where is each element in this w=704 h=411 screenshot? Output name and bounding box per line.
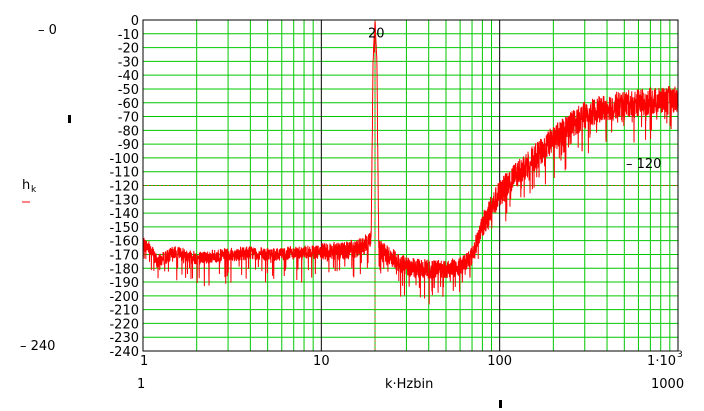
y-axis-label-sub: k: [31, 185, 37, 195]
annotation-label: – 120: [626, 157, 661, 172]
y-tick-label: -230: [109, 331, 139, 346]
y-tick-label: -110: [109, 166, 139, 181]
y-tick-label: -170: [109, 248, 139, 263]
spectrum-trace: [142, 21, 679, 305]
x-tick-label: 10: [313, 354, 330, 369]
x-tick-labels: 1 10 100 1·10 3: [140, 350, 683, 369]
annotation-label: 20: [368, 26, 385, 41]
y-tick-label: -180: [109, 262, 139, 277]
y-tick-label: -120: [109, 180, 139, 195]
x-left-label: 1: [137, 377, 145, 392]
y-tick-label: -70: [118, 111, 139, 126]
y-tick-label: -130: [109, 193, 139, 208]
y-tick-label: -160: [109, 235, 139, 250]
y-bottom-label: – 240: [20, 339, 55, 354]
y-tick-label: -10: [118, 28, 139, 43]
y-axis-indicator: [68, 115, 71, 123]
y-tick-label: -50: [118, 83, 139, 98]
y-tick-label: -200: [109, 290, 139, 305]
y-tick-label: -60: [118, 97, 139, 112]
y-tick-label: -80: [118, 124, 139, 139]
trace-group: [142, 21, 679, 305]
y-tick-label: -220: [109, 317, 139, 332]
x-axis-indicator: [499, 400, 502, 408]
y-tick-labels: 0-10-20-30-40-50-60-70-80-90-100-110-120…: [109, 14, 139, 360]
plot-frame: [142, 19, 679, 352]
annotations: 20 – 120: [368, 26, 661, 172]
y-tick-label: -20: [118, 42, 139, 57]
y-tick-label: -100: [109, 152, 139, 167]
y-axis-label: h: [22, 178, 30, 193]
y-tick-label: -190: [109, 276, 139, 291]
y-tick-label: -90: [118, 138, 139, 153]
y-tick-label: -210: [109, 304, 139, 319]
x-tick-label: 100: [487, 354, 512, 369]
y-tick-label: -150: [109, 221, 139, 236]
y-tick-label: 0: [131, 14, 139, 29]
x-tick-label: 1·10: [647, 354, 676, 369]
x-axis-label: k·Hzbin: [385, 377, 433, 392]
y-tick-label: -240: [109, 345, 139, 360]
y-tick-label: -140: [109, 207, 139, 222]
y-tick-label: -40: [118, 69, 139, 84]
y-tick-label: -30: [118, 55, 139, 70]
marker-lines: [143, 20, 678, 351]
x-tick-exponent: 3: [677, 350, 683, 360]
x-right-label: 1000: [651, 377, 684, 392]
x-tick-label: 1: [140, 354, 148, 369]
y-top-label: – 0: [38, 23, 57, 38]
